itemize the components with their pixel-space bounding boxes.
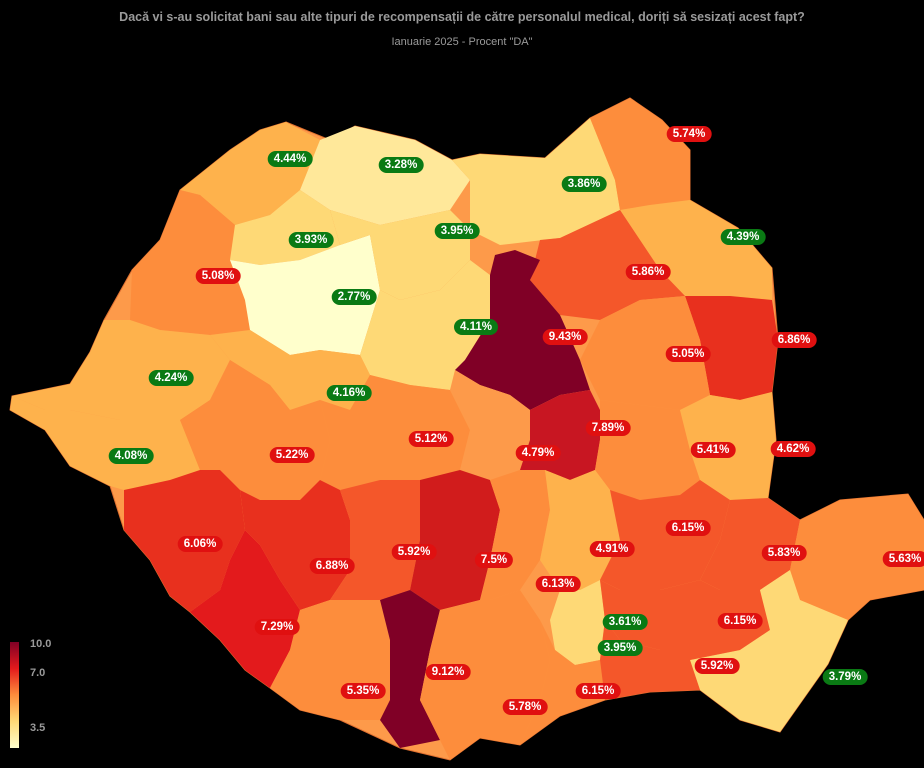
value-label: 3.79%: [822, 669, 868, 685]
value-label: 9.12%: [425, 664, 471, 680]
region-harghita: [455, 250, 590, 410]
region-vaslui: [685, 296, 778, 400]
region-arges: [410, 470, 500, 610]
region-hunedoara: [180, 360, 330, 500]
value-label: 4.79%: [515, 445, 561, 461]
value-label: 3.95%: [597, 640, 643, 656]
value-label: 5.22%: [269, 447, 315, 463]
value-label: 4.39%: [720, 229, 766, 245]
region-arad: [12, 320, 230, 420]
region-prahova: [540, 470, 620, 590]
value-label: 5.63%: [882, 551, 924, 567]
region-buzau: [600, 480, 730, 590]
value-label: 5.41%: [690, 442, 736, 458]
value-label: 5.78%: [502, 699, 548, 715]
value-label: 2.77%: [331, 289, 377, 305]
map-title: Dacă vi s-au solicitat bani sau alte tip…: [119, 10, 805, 24]
value-label: 6.15%: [717, 613, 763, 629]
legend-mid-label: 7.0: [30, 667, 46, 679]
value-label: 4.11%: [454, 319, 498, 335]
value-label: 4.08%: [108, 448, 154, 464]
value-label: 5.74%: [666, 126, 712, 142]
region-maramures: [300, 126, 470, 225]
legend-min-label: 3.5: [30, 722, 46, 734]
region-brasov: [450, 370, 530, 480]
region-mures: [360, 260, 490, 390]
value-label: 5.92%: [391, 544, 437, 560]
value-label: 6.13%: [535, 576, 581, 592]
value-label: 3.28%: [378, 157, 424, 173]
value-label: 5.12%: [408, 431, 454, 447]
county-regions: [10, 98, 924, 760]
value-label: 6.88%: [309, 558, 355, 574]
region-braila: [700, 498, 800, 590]
value-label: 7.5%: [474, 552, 514, 568]
value-label: 7.89%: [585, 420, 631, 436]
region-mehedinti: [190, 530, 300, 688]
value-label: 6.15%: [575, 683, 621, 699]
region-iasi: [620, 200, 772, 300]
value-label: 5.92%: [694, 658, 740, 674]
region-sibiu: [320, 375, 470, 490]
region-teleorman: [420, 590, 550, 760]
region-bihor: [130, 190, 250, 335]
legend-max-label: 10.0: [30, 638, 52, 650]
value-label: 6.15%: [665, 520, 711, 536]
region-neamt: [530, 210, 685, 320]
value-label: 7.29%: [254, 619, 300, 635]
value-label: 5.83%: [761, 545, 807, 561]
value-label: 6.86%: [771, 332, 817, 348]
value-label: 4.62%: [770, 441, 816, 457]
region-botosani: [590, 98, 690, 210]
value-label: 3.95%: [434, 223, 480, 239]
value-label: 5.05%: [665, 346, 711, 362]
value-label: 3.61%: [602, 614, 648, 630]
value-label: 5.08%: [195, 268, 241, 284]
value-label: 4.91%: [589, 541, 635, 557]
value-label: 6.06%: [177, 536, 223, 552]
value-label: 3.93%: [288, 232, 334, 248]
region-calarasi: [600, 620, 740, 700]
region-timis: [10, 396, 200, 490]
value-label: 4.44%: [267, 151, 313, 167]
region-gorj: [240, 480, 350, 610]
color-scale-bar: [10, 642, 19, 748]
region-cluj: [230, 235, 380, 355]
value-label: 9.43%: [542, 329, 588, 345]
value-label: 5.86%: [625, 264, 671, 280]
region-bacau: [580, 296, 710, 410]
region-tulcea: [790, 494, 924, 620]
region-suceava: [452, 118, 620, 245]
value-label: 4.16%: [326, 385, 372, 401]
region-ialomita: [600, 580, 770, 650]
region-ilfov: [550, 580, 605, 665]
region-constanta: [690, 570, 848, 732]
map-subtitle: Ianuarie 2025 - Procent "DA": [391, 36, 533, 48]
region-olt: [380, 590, 440, 748]
value-label: 4.24%: [148, 370, 194, 386]
value-label: 3.86%: [561, 176, 607, 192]
value-label: 5.35%: [340, 683, 386, 699]
region-satu-mare: [180, 122, 320, 225]
